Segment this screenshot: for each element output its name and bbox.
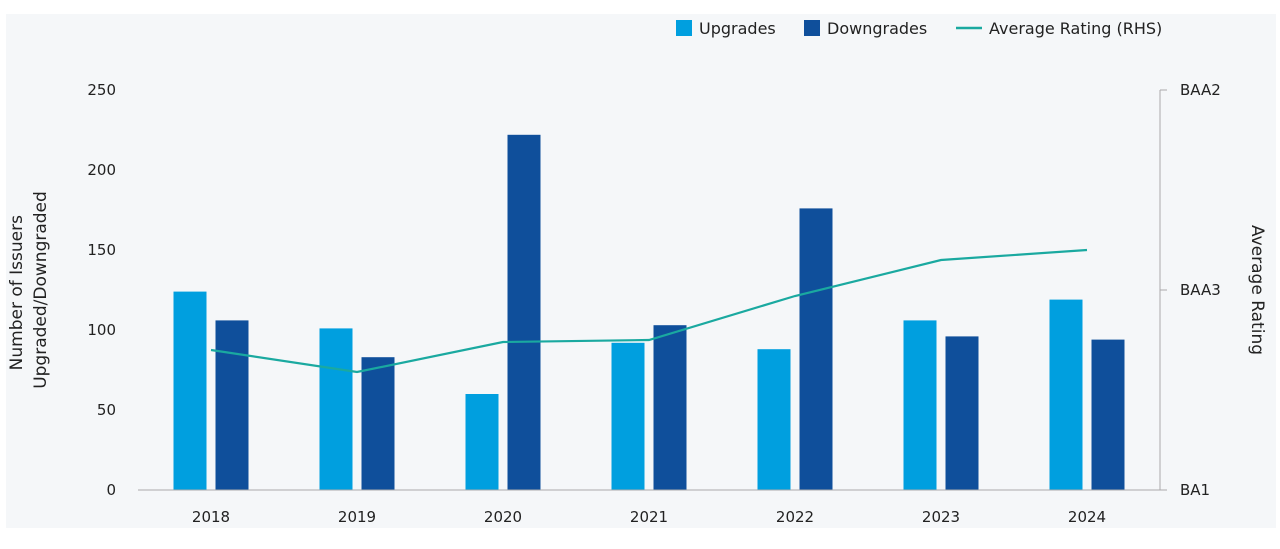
- left-tick-label: 250: [87, 81, 116, 99]
- left-tick-label: 150: [87, 241, 116, 259]
- bar-downgrades-2024: [1091, 339, 1125, 490]
- x-tick-label: 2020: [484, 508, 522, 526]
- right-tick-label: BA1: [1180, 481, 1210, 499]
- x-tick-label: 2024: [1068, 508, 1106, 526]
- bar-upgrades-2021: [611, 342, 645, 490]
- bar-upgrades-2019: [319, 328, 353, 490]
- average-rating-line: [210, 248, 1088, 374]
- legend-label-upgrades: Upgrades: [699, 19, 776, 38]
- x-tick-label: 2021: [630, 508, 668, 526]
- left-tick-label: 200: [87, 161, 116, 179]
- right-axis-title: Average Rating: [1247, 225, 1267, 355]
- bar-downgrades-2021: [653, 325, 687, 490]
- right-tick-label: BAA3: [1180, 281, 1221, 299]
- left-tick-label: 100: [87, 321, 116, 339]
- left-tick-label: 50: [97, 401, 116, 419]
- legend-swatch-upgrades: [676, 20, 692, 36]
- bar-upgrades-2024: [1049, 299, 1083, 490]
- bar-downgrades-2018: [215, 320, 249, 490]
- x-tick-label: 2023: [922, 508, 960, 526]
- bar-upgrades-2020: [465, 394, 499, 490]
- left-tick-label: 0: [106, 481, 116, 499]
- left-axis-title-line-1: Number of Issuers: [7, 215, 27, 370]
- x-tick-label: 2022: [776, 508, 814, 526]
- bar-upgrades-2018: [173, 291, 207, 490]
- left-axis-title: Number of Issuers Upgraded/Downgraded: [7, 191, 51, 389]
- left-axis-title-line-2: Upgraded/Downgraded: [31, 191, 51, 389]
- bar-upgrades-2022: [757, 349, 791, 490]
- bar-downgrades-2022: [799, 208, 833, 490]
- bar-downgrades-2019: [361, 357, 395, 490]
- right-tick-label: BAA2: [1180, 81, 1221, 99]
- bar-upgrades-2023: [903, 320, 937, 490]
- legend-label-downgrades: Downgrades: [827, 19, 927, 38]
- x-tick-label: 2019: [338, 508, 376, 526]
- x-tick-label: 2018: [192, 508, 230, 526]
- bar-downgrades-2020: [507, 134, 541, 491]
- legend-swatch-downgrades: [804, 20, 820, 36]
- legend-label-average-rating-rhs: Average Rating (RHS): [989, 19, 1162, 38]
- bar-downgrades-2023: [945, 336, 979, 490]
